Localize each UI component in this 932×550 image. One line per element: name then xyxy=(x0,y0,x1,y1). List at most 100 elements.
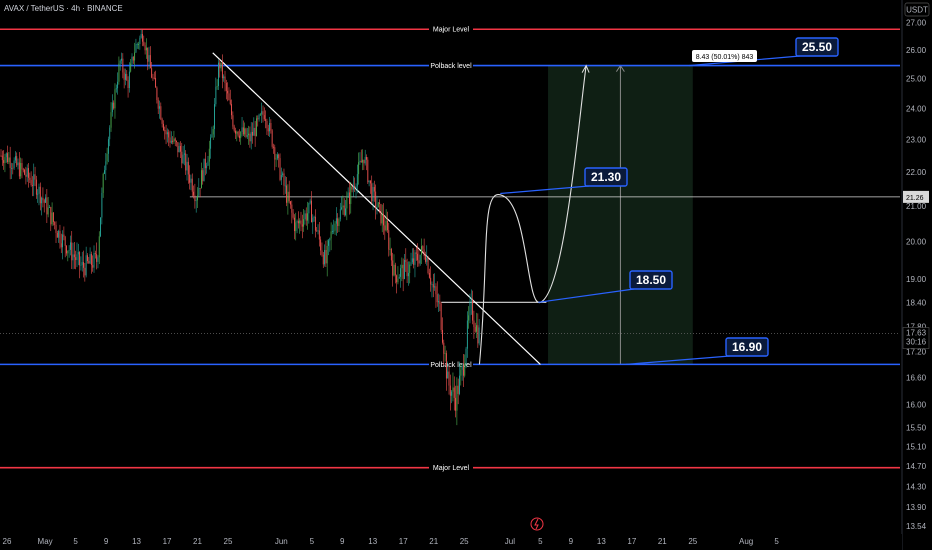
candle-body xyxy=(46,197,48,215)
candle-body xyxy=(366,157,367,160)
candle-body xyxy=(194,195,196,202)
candle-body xyxy=(293,217,295,232)
candle-body xyxy=(472,299,474,321)
candle-body xyxy=(62,234,64,248)
candle-body xyxy=(156,87,158,101)
candle-body xyxy=(68,249,70,251)
candle-body xyxy=(237,131,239,136)
candle-body xyxy=(13,160,15,168)
candle-body xyxy=(300,220,302,225)
candle-body xyxy=(271,130,273,147)
callout-box xyxy=(795,37,839,57)
time-axis-tick: 25 xyxy=(224,537,233,546)
candle-body xyxy=(359,160,361,163)
price-axis-tick: 18.40 xyxy=(906,298,927,307)
candle-body xyxy=(28,168,29,178)
candle-body xyxy=(334,223,336,231)
candle-body xyxy=(69,242,71,250)
candle-body xyxy=(193,191,195,196)
candle-body xyxy=(113,102,115,109)
candle-body xyxy=(474,327,476,332)
candle-body xyxy=(216,86,218,87)
candle-body xyxy=(339,209,341,220)
candle-body xyxy=(187,161,189,175)
candle-body xyxy=(249,133,251,142)
price-axis-tick: 15.10 xyxy=(906,443,927,452)
candle-body xyxy=(145,47,147,51)
candle-body xyxy=(43,200,45,203)
candle-body xyxy=(37,193,39,195)
time-axis-tick: 13 xyxy=(132,537,141,546)
candle-body xyxy=(428,272,430,278)
candle-body xyxy=(35,179,37,195)
candle-body xyxy=(89,253,91,264)
candle-body xyxy=(190,178,192,183)
time-axis-tick: 5 xyxy=(73,537,78,546)
candle-body xyxy=(152,77,154,79)
candle-body xyxy=(180,146,181,152)
candle-body xyxy=(210,137,212,149)
candle-body xyxy=(185,153,187,171)
candle-body xyxy=(456,385,458,411)
price-axis-tick: 23.00 xyxy=(906,135,927,144)
candle-body xyxy=(431,284,433,285)
candle-body xyxy=(128,71,130,88)
candle-body xyxy=(202,170,204,182)
lightning-icon[interactable] xyxy=(530,517,544,531)
candle-body xyxy=(356,174,358,187)
projection-path xyxy=(478,65,587,365)
price-axis-tick: 14.30 xyxy=(906,482,927,491)
level-label: Major Level xyxy=(433,27,470,34)
candle-body xyxy=(460,369,462,376)
candle-body xyxy=(389,249,391,250)
candle-body xyxy=(330,231,332,239)
candle-body xyxy=(368,180,370,183)
price-callout[interactable]: 21.30 xyxy=(500,167,628,195)
candle-body xyxy=(58,230,60,238)
candle-body xyxy=(87,255,88,262)
candle-body xyxy=(77,252,79,255)
candle-body xyxy=(430,277,432,285)
price-axis-tick: 26.00 xyxy=(906,46,927,55)
candle-body xyxy=(398,276,400,279)
candle-body xyxy=(270,123,272,131)
candle-body xyxy=(299,220,301,224)
candle-body xyxy=(155,77,157,88)
candle-body xyxy=(123,72,125,80)
candle-body xyxy=(258,114,260,120)
candle-body xyxy=(8,157,10,163)
candle-body xyxy=(278,154,280,159)
candle-body xyxy=(263,115,265,120)
candle-body xyxy=(381,213,383,224)
candle-body xyxy=(56,232,58,238)
candle-body xyxy=(252,131,253,136)
candle-body xyxy=(288,191,290,202)
candle-body xyxy=(115,88,117,90)
candle-body xyxy=(338,219,340,227)
candle-body xyxy=(227,90,229,94)
candle-body xyxy=(160,106,162,120)
candle-body xyxy=(444,353,446,354)
candle-body xyxy=(308,202,310,214)
candle-body xyxy=(387,220,388,231)
currency-button[interactable]: USDT xyxy=(904,2,930,17)
candle-body xyxy=(266,120,268,129)
candle-body xyxy=(203,158,205,182)
candle-body xyxy=(411,258,413,263)
candle-body xyxy=(170,140,172,143)
candle-body xyxy=(189,174,191,183)
candle-body xyxy=(81,262,83,265)
price-callout[interactable]: 16.90 xyxy=(625,337,769,365)
price-axis-tick: 25.00 xyxy=(906,75,927,84)
time-axis-tick: 9 xyxy=(104,537,109,546)
candle-body xyxy=(236,131,238,134)
candle-body xyxy=(224,76,226,83)
candle-body xyxy=(380,204,382,224)
candle-body xyxy=(106,153,108,162)
price-callout[interactable]: 18.50 xyxy=(538,270,673,303)
candle-body xyxy=(328,240,329,246)
candle-body xyxy=(329,238,331,241)
time-axis-tick: 21 xyxy=(658,537,667,546)
